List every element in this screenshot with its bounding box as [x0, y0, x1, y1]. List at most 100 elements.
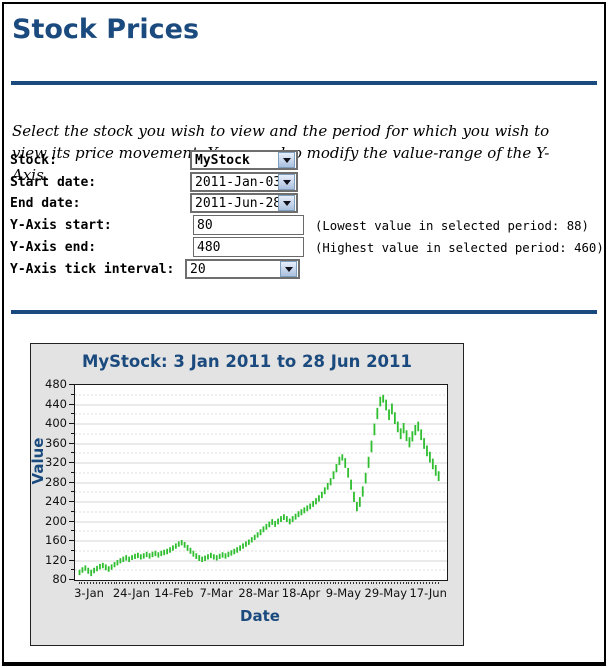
x-tick — [227, 582, 229, 584]
x-tick — [309, 582, 311, 584]
x-tick — [177, 582, 179, 584]
x-tick — [434, 582, 436, 584]
x-tick — [93, 582, 95, 584]
x-tick — [218, 582, 220, 584]
y-axis-start-hint: (Lowest value in selected period: 88) — [315, 219, 589, 233]
x-tick — [268, 582, 270, 584]
x-tick — [242, 582, 244, 584]
page-title: Stock Prices — [12, 14, 200, 45]
x-tick — [423, 582, 425, 584]
x-tick — [414, 582, 416, 584]
x-tick — [160, 582, 162, 584]
stock-select[interactable]: MyStock — [190, 150, 298, 170]
x-tick — [107, 582, 109, 584]
x-tick — [358, 582, 360, 584]
x-tick — [233, 582, 235, 584]
end-date-select[interactable]: 2011-Jun-28 — [190, 193, 298, 213]
x-tick — [399, 582, 401, 584]
x-tick — [306, 582, 308, 584]
x-tick — [201, 582, 203, 584]
x-tick-label: 3-Jan — [74, 586, 104, 600]
y-tick-label: 360 — [45, 435, 67, 450]
x-tick — [189, 582, 191, 584]
x-tick — [174, 582, 176, 584]
end-date-select-value: 2011-Jun-28 — [195, 195, 278, 211]
y-tick — [71, 511, 74, 512]
x-tick — [198, 582, 200, 584]
x-tick — [326, 582, 328, 584]
x-tick-label: 9-May — [325, 586, 362, 600]
x-tick — [312, 582, 314, 584]
x-tick — [382, 582, 384, 584]
x-tick-label: 29-May — [364, 586, 408, 600]
plot-area — [74, 384, 448, 581]
y-tick-label: 200 — [45, 513, 67, 528]
x-tick — [96, 582, 98, 584]
y-tick — [71, 452, 74, 453]
x-tick — [425, 582, 427, 584]
y-axis-tick-label: Y-Axis tick interval: — [10, 262, 175, 277]
x-tick — [244, 582, 246, 584]
x-tick — [390, 582, 392, 584]
y-tick-label: 480 — [45, 377, 67, 391]
form-row-stock: Stock: MyStock — [0, 150, 610, 171]
form-row-y-start: Y-Axis start: (Lowest value in selected … — [0, 215, 610, 236]
y-tick — [69, 540, 74, 541]
y-tick-label: 120 — [45, 552, 67, 567]
x-tick — [437, 582, 439, 584]
x-tick-label: 24-Jan — [112, 586, 150, 600]
y-axis-tick-select[interactable]: 20 — [185, 259, 300, 279]
x-tick — [209, 582, 211, 584]
divider-rule-above-chart — [11, 310, 597, 314]
x-tick — [317, 582, 319, 584]
start-date-label: Start date: — [10, 175, 97, 190]
x-tick — [87, 582, 89, 584]
y-tick-label: 280 — [45, 474, 67, 489]
x-tick — [157, 582, 159, 584]
x-tick — [344, 582, 346, 584]
x-tick — [239, 582, 241, 584]
x-tick — [122, 582, 124, 584]
x-tick — [186, 582, 188, 584]
y-tick — [71, 472, 74, 473]
start-date-select[interactable]: 2011-Jan-03 — [190, 172, 298, 192]
y-axis-start-input[interactable] — [193, 215, 304, 235]
x-tick — [204, 582, 206, 584]
x-tick — [294, 582, 296, 584]
x-tick — [192, 582, 194, 584]
x-tick — [230, 582, 232, 584]
x-tick — [101, 582, 103, 584]
x-tick — [408, 582, 410, 584]
x-tick — [315, 582, 317, 584]
x-tick — [402, 582, 404, 584]
x-tick — [215, 582, 217, 584]
x-tick-label: 17-Jun — [409, 586, 447, 600]
y-tick — [71, 413, 74, 414]
end-date-label: End date: — [10, 196, 81, 211]
x-tick — [274, 582, 276, 584]
x-tick — [139, 582, 141, 584]
x-tick — [364, 582, 366, 584]
x-tick — [379, 582, 381, 584]
x-tick-label: 18-Apr — [281, 586, 321, 600]
x-tick — [347, 582, 349, 584]
x-tick — [195, 582, 197, 584]
x-tick — [338, 582, 340, 584]
x-tick — [417, 582, 419, 584]
form-row-y-tick: Y-Axis tick interval: 20 — [0, 259, 610, 280]
y-tick-label: 160 — [45, 533, 67, 547]
y-tick-label: 240 — [45, 494, 67, 508]
x-tick — [373, 582, 375, 584]
x-tick — [163, 582, 165, 584]
x-tick — [355, 582, 357, 584]
x-tick — [265, 582, 267, 584]
y-tick — [69, 521, 74, 522]
y-axis-end-input[interactable] — [193, 237, 304, 257]
x-tick — [285, 582, 287, 584]
stock-select-value: MyStock — [195, 152, 250, 168]
x-tick — [236, 582, 238, 584]
x-tick — [291, 582, 293, 584]
x-tick — [341, 582, 343, 584]
x-tick — [247, 582, 249, 584]
form-row-start-date: Start date: 2011-Jan-03 — [0, 172, 610, 193]
